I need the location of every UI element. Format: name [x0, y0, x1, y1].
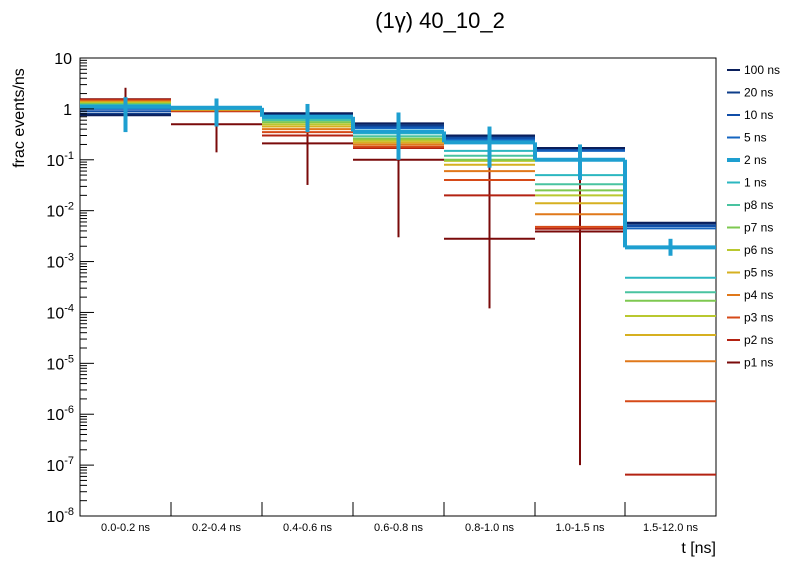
y-tick-label: 10-1	[46, 150, 74, 170]
x-tick-label: 0.8-1.0 ns	[465, 522, 514, 534]
legend-label: p2 ns	[744, 333, 773, 347]
legend-label: p8 ns	[744, 198, 773, 212]
y-tick-label: 10-7	[46, 455, 74, 475]
x-tick-label: 0.0-0.2 ns	[101, 522, 150, 534]
x-tick-label: 0.2-0.4 ns	[192, 522, 241, 534]
y-tick-label: 10-6	[46, 404, 74, 424]
legend-label: p6 ns	[744, 243, 773, 257]
series-2-ns	[80, 97, 716, 256]
y-tick-label: 10-4	[46, 302, 74, 322]
legend-label: 10 ns	[744, 108, 773, 122]
x-tick-label: 1.0-1.5 ns	[556, 522, 605, 534]
legend-label: 5 ns	[744, 131, 767, 145]
legend-label: 20 ns	[744, 86, 773, 100]
x-tick-label: 1.5-12.0 ns	[643, 522, 699, 534]
y-tick-label: 10	[54, 51, 72, 68]
y-tick-label: 10-2	[46, 201, 74, 221]
legend-label: p4 ns	[744, 288, 773, 302]
legend-label: p1 ns	[744, 356, 773, 370]
legend-label: p3 ns	[744, 311, 773, 325]
y-tick-label: 10-3	[46, 252, 74, 272]
plot-frame	[79, 57, 717, 517]
x-tick-label: 0.6-0.8 ns	[374, 522, 423, 534]
y-axis: 10-8 10-7 10-6 10-5 10-4 10-3 10-2 10-1 1 10	[46, 51, 94, 526]
y-tick-label: 10-5	[46, 353, 74, 373]
legend-label: 2 ns	[744, 153, 767, 167]
x-axis: 0.0-0.2 ns 0.2-0.4 ns 0.4-0.6 ns 0.6-0.8 ns…	[101, 502, 699, 534]
chart-title: (1γ) 40_10_2	[375, 8, 505, 33]
series-layer	[80, 87, 716, 476]
x-tick-label: 0.4-0.6 ns	[283, 522, 332, 534]
y-axis-label: frac events/ns	[11, 68, 28, 168]
x-axis-label: t [ns]	[681, 540, 716, 557]
legend-label: 100 ns	[744, 63, 780, 77]
y-tick-label: 10-8	[46, 506, 74, 526]
plot-area: 10-8 10-7 10-6 10-5 10-4 10-3 10-2 10-1 1 10 0.0-…	[46, 51, 717, 534]
legend-label: 1 ns	[744, 176, 767, 190]
legend-label: p7 ns	[744, 221, 773, 235]
y-tick-label: 1	[63, 102, 72, 119]
legend: 100 ns 20 ns 10 ns 5 ns 2 ns 1 ns p8 ns p7 ns p6…	[727, 63, 780, 370]
legend-label: p5 ns	[744, 266, 773, 280]
series-p1-ns	[80, 87, 625, 466]
